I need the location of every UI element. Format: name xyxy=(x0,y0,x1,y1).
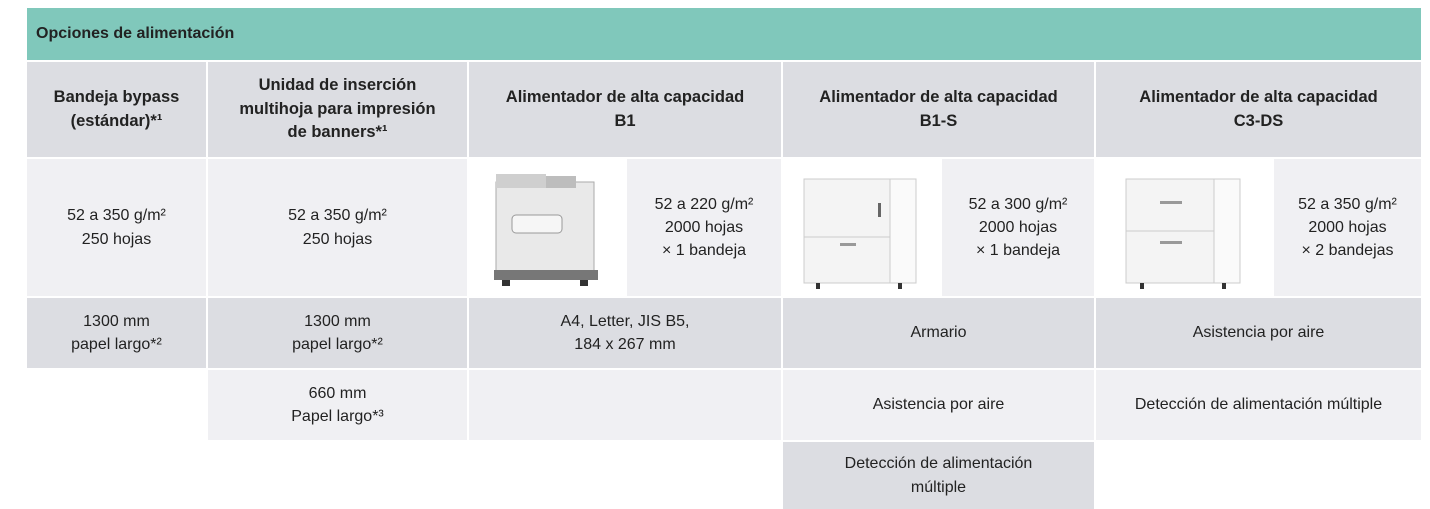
header-cell: Bandeja bypass (estándar)*¹ xyxy=(27,62,206,157)
feeder-image xyxy=(1125,178,1241,289)
cell: Armario xyxy=(783,298,1094,368)
header-cell: Alimentador de alta capacidad B1 xyxy=(469,62,781,157)
feeder-image xyxy=(803,178,917,289)
empty-cell xyxy=(469,370,781,440)
cell: 52 a 300 g/m² 2000 hojas × 1 bandeja xyxy=(942,159,1094,296)
cell: Detección de alimentación múltiple xyxy=(783,442,1094,509)
header-cell: Alimentador de alta capacidad B1-S xyxy=(783,62,1094,157)
cell: A4, Letter, JIS B5, 184 x 267 mm xyxy=(469,298,781,368)
cell: 52 a 350 g/m² 250 hojas xyxy=(27,159,206,296)
table-title: Opciones de alimentación xyxy=(27,8,1421,60)
cell: Detección de alimentación múltiple xyxy=(1096,370,1421,440)
cell: 1300 mm papel largo*² xyxy=(27,298,206,368)
cell: Asistencia por aire xyxy=(1096,298,1421,368)
cell: 52 a 350 g/m² 250 hojas xyxy=(208,159,467,296)
cell: 1300 mm papel largo*² xyxy=(208,298,467,368)
header-cell: Alimentador de alta capacidad C3-DS xyxy=(1096,62,1421,157)
cell: 52 a 350 g/m² 2000 hojas × 2 bandejas xyxy=(1274,159,1421,296)
cell: Asistencia por aire xyxy=(783,370,1094,440)
cell: 660 mm Papel largo*³ xyxy=(208,370,467,440)
cell: 52 a 220 g/m² 2000 hojas × 1 bandeja xyxy=(627,159,781,296)
feeder-image xyxy=(494,174,598,286)
header-cell: Unidad de inserción multihoja para impre… xyxy=(208,62,467,157)
